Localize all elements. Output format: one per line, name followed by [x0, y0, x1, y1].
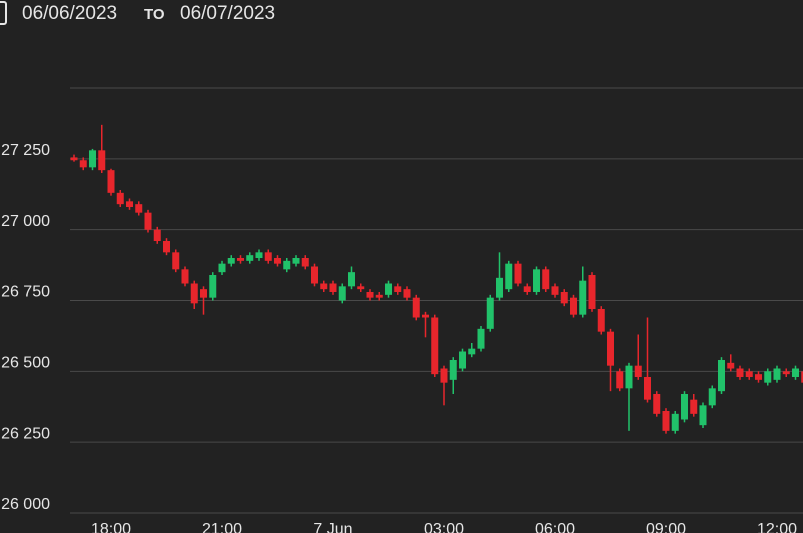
- y-tick-label: 26 250: [1, 425, 50, 442]
- candle-body: [597, 309, 605, 332]
- candle-body: [98, 150, 106, 171]
- candle-body: [699, 405, 707, 426]
- candle-body: [801, 371, 803, 383]
- candle-body: [653, 394, 661, 414]
- candle-body: [292, 258, 300, 264]
- candle-body: [366, 292, 374, 298]
- candle-body: [301, 258, 309, 267]
- candle-body: [560, 292, 568, 304]
- candle-body: [274, 258, 281, 264]
- candle-body: [588, 275, 596, 309]
- candle-body: [209, 275, 217, 298]
- candle-body: [357, 286, 365, 290]
- candle-body: [718, 360, 725, 392]
- candle-body: [764, 371, 772, 383]
- candle-body: [690, 399, 698, 414]
- x-tick-label: 06:00: [535, 521, 575, 533]
- date-from[interactable]: 06/06/2023: [22, 3, 117, 24]
- candle-body: [403, 289, 411, 298]
- y-tick-label: 27 250: [1, 142, 50, 159]
- candle-body: [616, 371, 624, 389]
- candle-body: [782, 371, 790, 375]
- x-tick-label: 03:00: [424, 521, 464, 533]
- candle-body: [153, 229, 161, 241]
- candle-body: [89, 150, 96, 168]
- candle-body: [542, 269, 550, 290]
- candle-body: [126, 201, 133, 207]
- candle-body: [237, 258, 244, 261]
- candle-body: [144, 212, 152, 230]
- candle-body: [570, 297, 577, 315]
- candle-body: [671, 413, 679, 431]
- candle-body: [505, 263, 513, 290]
- candle-body: [79, 160, 87, 168]
- candle-body: [449, 360, 457, 380]
- candle-body: [348, 272, 355, 287]
- candle-body: [579, 280, 587, 315]
- candle-body: [329, 283, 337, 292]
- candle-body: [311, 266, 318, 284]
- candle-body: [477, 328, 485, 349]
- candle-body: [190, 283, 198, 304]
- candle-body: [218, 263, 226, 273]
- candle-body: [181, 269, 189, 284]
- candle-body: [533, 269, 540, 292]
- candle-body: [736, 368, 744, 377]
- candle-body: [70, 157, 78, 161]
- candle-body: [523, 286, 531, 292]
- candle-body: [708, 388, 716, 406]
- candle-body: [107, 170, 115, 193]
- candle-body: [338, 286, 346, 301]
- candle-body: [440, 368, 448, 383]
- candle-body: [625, 365, 633, 389]
- candle-body: [662, 411, 670, 431]
- y-tick-label: 26 000: [1, 496, 50, 513]
- x-tick-label: 09:00: [646, 521, 686, 533]
- candle-body: [264, 252, 272, 261]
- candle-body: [496, 277, 503, 298]
- candle-body: [727, 362, 735, 369]
- y-tick-label: 26 750: [1, 284, 50, 301]
- candle-body: [200, 289, 207, 298]
- candle-body: [320, 283, 328, 290]
- candle-body: [116, 192, 124, 205]
- candle-body: [135, 204, 143, 213]
- candle-body: [681, 394, 688, 420]
- candle-body: [227, 258, 235, 264]
- y-tick-label: 26 500: [1, 355, 50, 372]
- date-to[interactable]: 06/07/2023: [180, 3, 275, 24]
- candle-body: [255, 252, 263, 258]
- candle-body: [792, 368, 799, 377]
- candle-body: [385, 283, 392, 295]
- candle-body: [422, 314, 429, 318]
- candle-body: [468, 348, 476, 355]
- candle-body: [514, 263, 522, 284]
- x-tick-label: 12:00: [757, 521, 797, 533]
- x-tick-label: 7 Jun: [313, 521, 352, 533]
- candle-body: [375, 294, 383, 298]
- candle-body: [551, 286, 559, 295]
- candle-body: [745, 371, 753, 377]
- candle-body: [394, 286, 402, 292]
- candle-body: [486, 297, 494, 329]
- candle-body: [634, 365, 642, 377]
- candle-body: [431, 317, 439, 375]
- candle-body: [246, 255, 254, 261]
- candle-body: [412, 297, 420, 318]
- candle-body: [172, 252, 180, 270]
- x-tick-label: 18:00: [91, 521, 131, 533]
- candle-body: [283, 260, 291, 270]
- candle-body: [459, 351, 466, 369]
- candle-body: [755, 374, 762, 380]
- candle-body: [163, 241, 170, 253]
- candle-body: [644, 377, 651, 400]
- calendar-icon[interactable]: [0, 1, 7, 25]
- y-tick-label: 27 000: [1, 213, 50, 230]
- date-separator: TO: [144, 6, 165, 23]
- candle-body: [607, 331, 614, 366]
- candle-body: [773, 368, 781, 380]
- x-tick-label: 21:00: [202, 521, 242, 533]
